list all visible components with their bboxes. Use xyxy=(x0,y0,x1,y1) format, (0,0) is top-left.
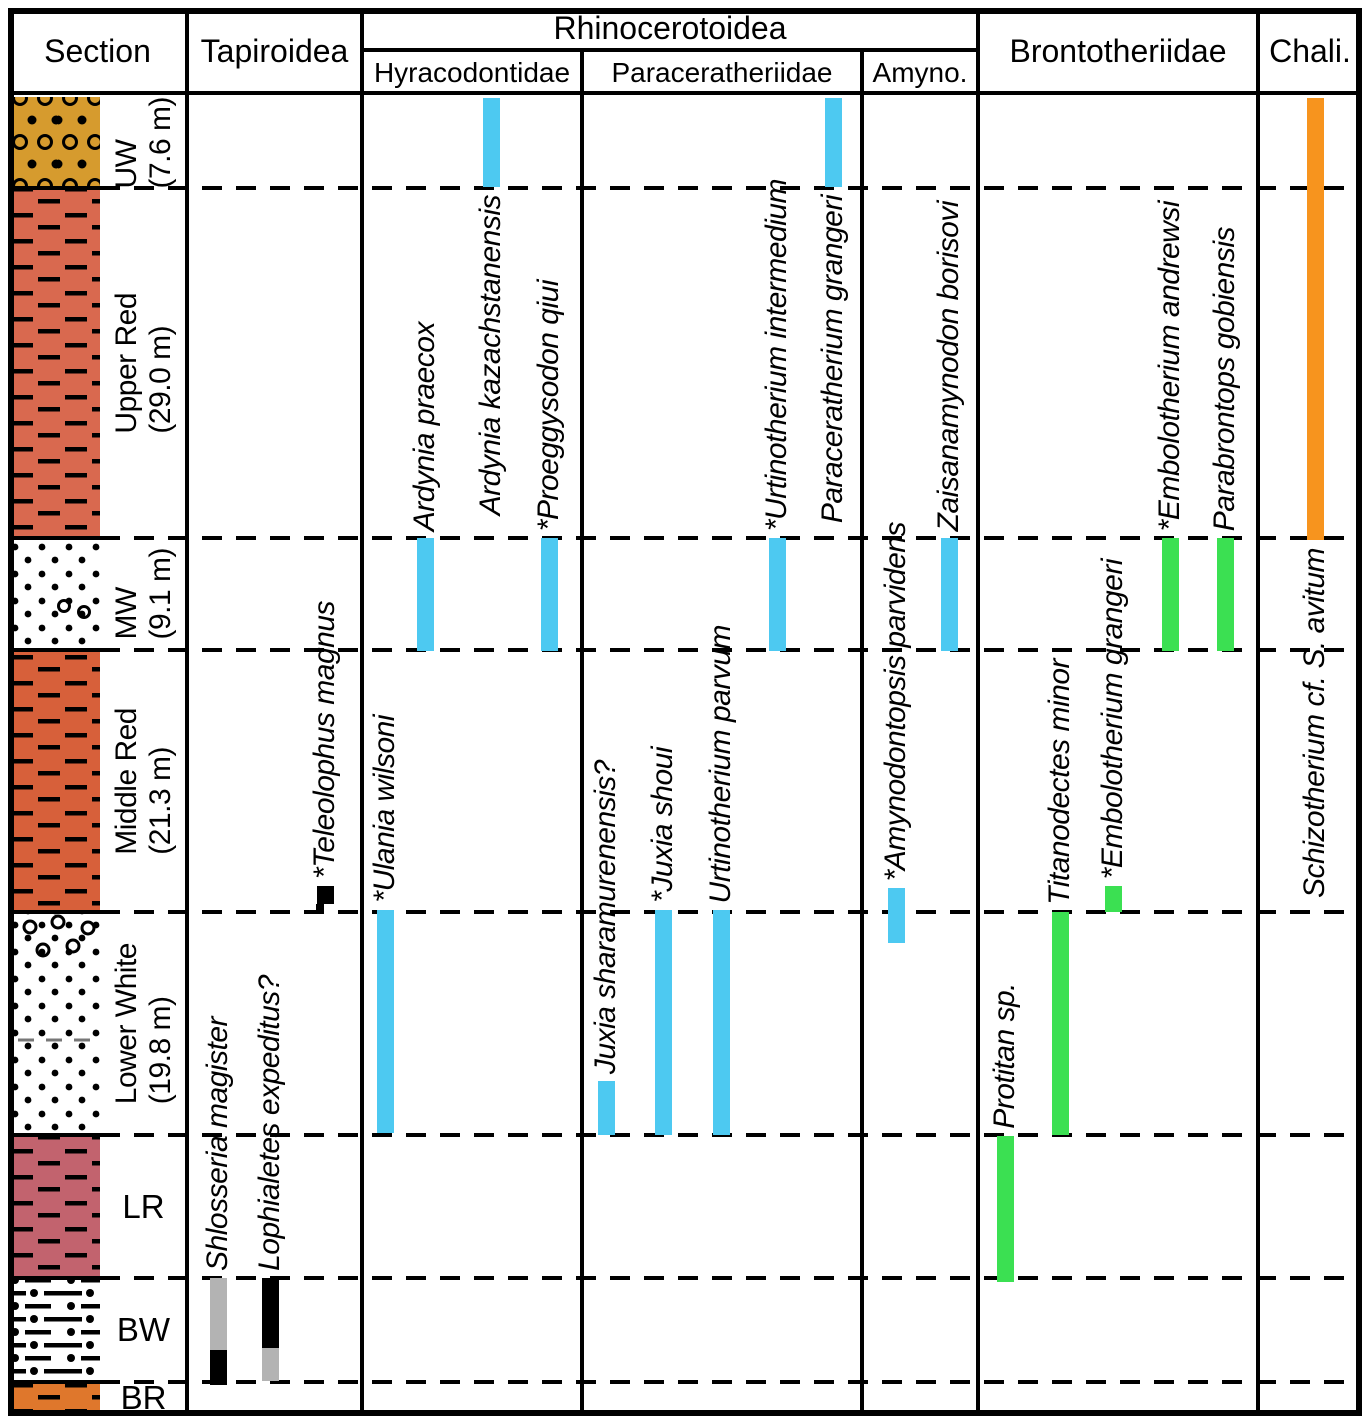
boundary-dash-line xyxy=(100,1133,1358,1137)
lithology-boundary-line xyxy=(8,536,100,540)
pebble-circle xyxy=(77,605,91,619)
unit-label-upper-red: Upper Red (29.0 m) xyxy=(109,292,177,434)
taxon-label-embolotherium-grangeri: *Embolotherium grangeri xyxy=(1096,558,1129,879)
taxon-bar-ardynia-praecox xyxy=(416,538,434,651)
taxon-bar-shlosseria-magister xyxy=(209,1278,227,1350)
header-hyracodontidae-cell: Hyracodontidae xyxy=(373,56,571,88)
lithology-boundary-line xyxy=(8,186,100,190)
header-brontotheriidae-cell: Brontotheriidae xyxy=(1009,32,1227,69)
boundary-dash-line xyxy=(100,648,1358,652)
boundary-dash-line xyxy=(100,186,1358,190)
pebble-circle xyxy=(57,599,71,613)
unit-label-br: BR xyxy=(120,1379,167,1416)
lithology-unit-mw xyxy=(8,538,100,650)
border-top xyxy=(8,8,1362,14)
unit-label-middle-red: Middle Red (21.3 m) xyxy=(109,707,177,855)
pebble-circle xyxy=(50,914,66,930)
border-right xyxy=(1356,8,1362,1416)
subheader-underline xyxy=(362,48,978,52)
lithology-unit-uw xyxy=(8,97,100,188)
taxon-bar-paraceratherium-grangeri xyxy=(824,98,842,187)
taxon-bar-juxia-shoui xyxy=(654,910,672,1135)
header-paraceratheriidae-cell: Paraceratheriidae xyxy=(611,56,833,88)
lithology-unit-br xyxy=(8,1382,100,1414)
unit-label-bw: BW xyxy=(116,1311,171,1348)
taxon-label-teleolophus-magnus: *Teleolophus magnus xyxy=(308,601,341,879)
taxon-bar-shlosseria-magister xyxy=(209,1350,227,1385)
divider-hyracodontidae-paraceratheriidae xyxy=(580,50,584,1416)
divider-tapiroidea-rhinocerotoidea xyxy=(360,8,364,1416)
taxon-label-lophialetes-expeditus: Lophialetes expeditus? xyxy=(253,975,286,1271)
taxon-bar-teleolophus-magnus xyxy=(316,904,324,912)
divider-paraceratheriidae-amynodontidae xyxy=(860,50,864,1416)
taxon-label-juxia-shoui: *Juxia shoui xyxy=(646,747,679,903)
taxon-bar-amynodontopsis-parvidens xyxy=(887,888,905,943)
lithology-boundary-line xyxy=(8,910,100,914)
unit-label-mw: MW (9.1 m) xyxy=(109,548,177,640)
taxon-bar-lophialetes-expeditus xyxy=(261,1278,279,1348)
taxon-bar-urtinotherium-parvum xyxy=(712,910,730,1135)
border-bottom xyxy=(8,1410,1362,1416)
taxon-label-ulania-wilsoni: *Ulania wilsoni xyxy=(368,715,401,903)
pebble-circle xyxy=(35,942,51,958)
lithology-unit-lower-white xyxy=(8,912,100,1135)
taxon-bar-protitan-sp xyxy=(996,1136,1014,1282)
taxon-bar-lophialetes-expeditus xyxy=(261,1348,279,1381)
taxon-label-shlosseria-magister: Shlosseria magister xyxy=(201,1017,234,1271)
lithology-boundary-line xyxy=(8,648,100,652)
taxon-bar-schizotherium-cf-s-avitum xyxy=(1306,98,1324,540)
lithology-column xyxy=(8,97,100,1414)
taxon-label-ardynia-kazachstanensis: Ardynia kazachstanensis xyxy=(474,195,507,516)
header-chalicotheriidae-cell: Chali. xyxy=(1269,32,1351,69)
taxon-label-titanodectes-minor: Titanodectes minor xyxy=(1043,659,1076,905)
boundary-dash-line xyxy=(100,1276,1358,1280)
lithology-boundary-line xyxy=(8,1276,100,1280)
taxon-bar-juxia-sharamurenensis xyxy=(597,1081,615,1135)
divider-brontotheriidae-chalicotheriidae xyxy=(1256,8,1260,1416)
taxon-bar-embolotherium-andrewsi xyxy=(1161,538,1179,651)
pebble-circle xyxy=(65,938,81,954)
divider-section-tapiroidea xyxy=(185,8,189,1416)
taxon-label-amynodontopsis-parvidens: *Amynodontopsis parvidens xyxy=(879,521,912,881)
border-left xyxy=(8,8,14,1416)
taxon-bar-parabrontops-gobiensis xyxy=(1216,538,1234,651)
taxon-label-protitan-sp: Protitan sp. xyxy=(988,983,1021,1129)
lithology-boundary-line xyxy=(8,1133,100,1137)
unit-label-uw: UW (7.6 m) xyxy=(109,96,177,189)
lithology-boundary-line xyxy=(8,1380,100,1384)
taxon-bar-teleolophus-magnus xyxy=(316,886,334,904)
header-section-cell: Section xyxy=(44,32,151,69)
boundary-dash-line xyxy=(100,1380,1358,1384)
taxon-bar-ardynia-kazachstanensis xyxy=(482,98,500,187)
header-rhinocerotoidea-cell: Rhinocerotoidea xyxy=(553,10,787,47)
header-tapiroidea-cell: Tapiroidea xyxy=(200,32,349,69)
taxon-bar-embolotherium-grangeri xyxy=(1104,886,1122,912)
taxon-bar-zaisanamynodon-borisovi xyxy=(940,538,958,651)
header-amynodontidae-cell: Amyno. xyxy=(872,56,968,88)
divider-rhinocerotoidea-brontotheriidae xyxy=(976,8,980,1416)
header-underline xyxy=(8,91,1362,95)
taxon-bar-urtinotherium-intermedium xyxy=(768,538,786,651)
unit-label-lower-white: Lower White (19.8 m) xyxy=(109,942,177,1105)
taxon-bar-ulania-wilsoni xyxy=(376,910,394,1133)
lithology-unit-bw xyxy=(8,1278,100,1382)
taxon-bar-titanodectes-minor xyxy=(1051,912,1069,1135)
unit-label-lr: LR xyxy=(122,1187,165,1225)
taxon-label-urtinotherium-parvum: Urtinotherium parvum xyxy=(704,624,737,903)
lithology-unit-lr xyxy=(8,1135,100,1278)
taxon-bar-proeggysodon-qiui xyxy=(540,538,558,651)
taxon-label-paraceratherium-grangeri: Paraceratherium grangeri xyxy=(816,195,849,524)
boundary-dash-line xyxy=(100,536,1358,540)
pebble-circle xyxy=(80,920,96,936)
lithology-unit-middle-red xyxy=(8,650,100,912)
taxon-label-schizotherium-cf-s-avitum: Schizotherium cf. S. avitum xyxy=(1298,548,1331,898)
lithology-unit-upper-red xyxy=(8,188,100,538)
pebble-circle xyxy=(22,919,38,935)
